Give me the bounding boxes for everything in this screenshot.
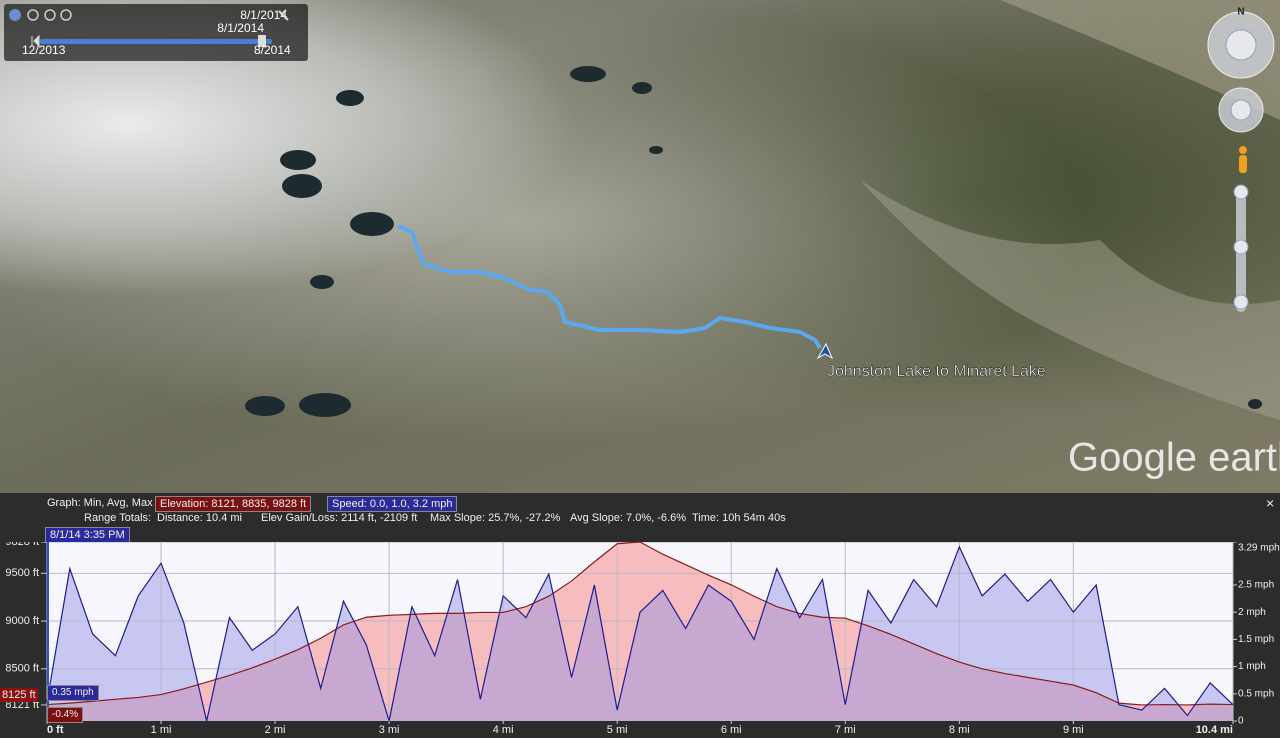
x-tick-label: 3 mi	[379, 724, 400, 736]
series-area	[47, 546, 1233, 721]
x-tick-label: 9 mi	[1063, 724, 1084, 736]
cursor-time: 8/1/14 3:35 PM	[45, 527, 130, 543]
elevation-summary[interactable]: Elevation: 8121, 8835, 9828 ft	[155, 496, 312, 512]
end-date: 8/2014	[254, 43, 291, 57]
ridge	[860, 180, 1280, 420]
track-marker[interactable]	[816, 342, 834, 360]
settings-button[interactable]	[278, 9, 289, 21]
graph-label: Graph: Min, Avg, Max	[47, 497, 153, 509]
y2-tick-label: 2.5 mph	[1238, 580, 1274, 591]
zoom-in[interactable]	[1233, 184, 1249, 200]
x-tick-label: 10.4 mi	[1196, 724, 1233, 736]
y-tick-label: 8500 ft	[5, 663, 39, 675]
street-view-head[interactable]	[1239, 146, 1247, 154]
zoom-handle[interactable]	[1233, 239, 1249, 255]
ridge	[1000, 0, 1280, 120]
x-tick-label: 7 mi	[835, 724, 856, 736]
speed-summary[interactable]: Speed: 0.0, 1.0, 3.2 mph	[327, 496, 458, 512]
series-area	[47, 542, 1233, 721]
y2-tick-label: 0	[1238, 716, 1244, 727]
x-tick-label: 0 ft	[47, 724, 64, 736]
y-tick-label: 9500 ft	[5, 567, 39, 579]
compass-north: N	[1237, 7, 1244, 18]
start-button[interactable]	[31, 34, 40, 48]
range-totals: Range Totals:	[84, 512, 152, 524]
series-line	[46, 545, 1234, 722]
time-slider-track[interactable]	[40, 39, 272, 44]
close-button[interactable]: ×	[1266, 495, 1275, 511]
y2-tick-label: 0.5 mph	[1238, 688, 1274, 699]
time-button[interactable]	[9, 9, 21, 21]
street-view-pegman[interactable]	[1239, 155, 1247, 173]
reset-button[interactable]	[60, 9, 72, 21]
y2-tick-label: 3.29 mph	[1238, 543, 1280, 554]
cursor-elevation: 8125 ft	[0, 688, 38, 702]
lakes	[245, 66, 1262, 417]
logo: Google earth	[1068, 436, 1280, 480]
series-line	[46, 542, 1234, 706]
total-time: Time: 10h 54m 40s	[692, 512, 786, 524]
cursor-speed: 0.35 mph	[47, 685, 99, 701]
y2-tick-label: 1 mph	[1238, 661, 1266, 672]
look-control[interactable]	[1225, 29, 1257, 61]
move-control-center[interactable]	[1230, 99, 1252, 121]
track-label[interactable]: Johnston Lake to Minaret Lake	[827, 363, 1046, 380]
map-view[interactable]: Johnston Lake to Minaret Lake Google ear…	[0, 0, 1280, 493]
y2-tick-label: 2 mph	[1238, 607, 1266, 618]
y2-tick-label: 1.5 mph	[1238, 634, 1274, 645]
distance: Distance: 10.4 mi	[157, 512, 242, 524]
zoom-out[interactable]	[1233, 294, 1249, 310]
gps-track[interactable]	[397, 224, 822, 350]
x-tick-label: 1 mi	[151, 724, 172, 736]
max-slope: Max Slope: 25.7%, -27.2%	[430, 512, 561, 524]
current-date: 8/1/2014	[240, 8, 287, 22]
x-tick-label: 4 mi	[493, 724, 514, 736]
cursor-slope: -0.4%	[47, 707, 84, 723]
zoom-out-button[interactable]	[27, 9, 39, 21]
y-tick-label: 9000 ft	[5, 615, 39, 627]
time-slider-handle[interactable]	[258, 35, 266, 47]
x-tick-label: 5 mi	[607, 724, 628, 736]
x-tick-label: 8 mi	[949, 724, 970, 736]
y-tick-label: 9828 ft	[5, 542, 39, 548]
zoom-in-button[interactable]	[44, 9, 56, 21]
elev-gain-loss: Elev Gain/Loss: 2114 ft, -2109 ft	[261, 512, 418, 524]
x-tick-label: 6 mi	[721, 724, 742, 736]
x-tick-label: 2 mi	[265, 724, 286, 736]
avg-slope: Avg Slope: 7.0%, -6.6%	[570, 512, 686, 524]
start-date: 12/2013	[22, 43, 66, 57]
time-slider-panel	[4, 4, 308, 61]
range-date: 8/1/2014	[217, 21, 264, 35]
